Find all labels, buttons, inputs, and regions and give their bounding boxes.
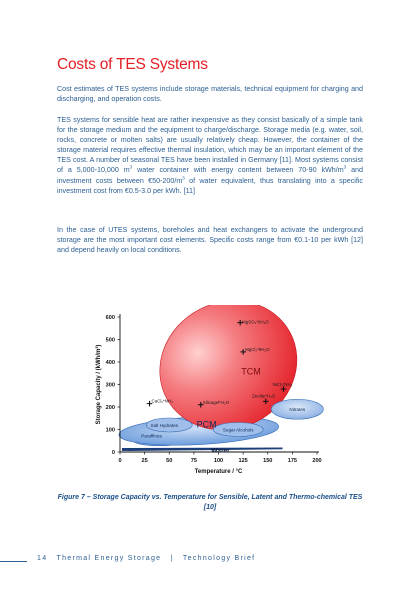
- figure-caption: Figure 7 – Storage Capacity vs. Temperat…: [57, 494, 363, 511]
- y-tick-label: 500: [106, 338, 115, 344]
- y-axis-label: Storage Capacity / (kWh/m³): [95, 345, 102, 425]
- region-label-pcm: PCM: [197, 419, 217, 429]
- data-point-label: Zeolite*H₂O: [252, 393, 276, 398]
- x-axis-label: Temperature / °C: [195, 469, 243, 475]
- region-label-water: Water: [211, 448, 230, 455]
- page-number: 14: [37, 555, 48, 562]
- paragraph-3: In the case of UTES systems, boreholes a…: [57, 226, 363, 255]
- data-point-marker: [262, 398, 269, 405]
- y-tick-label: 400: [106, 360, 115, 366]
- x-tick-label: 175: [288, 458, 297, 464]
- x-tick-label: 100: [214, 458, 223, 464]
- data-point-label: MgSO₄*6H₂O: [242, 320, 269, 325]
- material-label: Nitrates: [289, 407, 306, 412]
- data-point-label: Silicagel*H₂O: [203, 400, 230, 405]
- data-point-marker: [280, 386, 287, 392]
- data-point-marker: [237, 319, 243, 326]
- storage-capacity-chart: 0 25 50 75 100 125 150 175 200 0 100 200 300 400 500 60…: [95, 305, 324, 475]
- y-tick-label: 100: [106, 428, 115, 434]
- y-tick-label: 0: [112, 450, 115, 456]
- region-salt-hydrates: [145, 417, 193, 433]
- x-tick-label: 150: [263, 458, 272, 464]
- paragraph-1: Cost estimates of TES systems include st…: [57, 85, 363, 104]
- y-tick-label: 600: [106, 315, 115, 321]
- material-label: Sugar Alcohols: [223, 427, 254, 432]
- data-point-label: MgCl₂*6H₂O: [245, 347, 270, 352]
- x-tick-label: 0: [118, 458, 121, 464]
- footer-subtitle: Technology Brief: [182, 555, 256, 562]
- region-water: [121, 447, 283, 451]
- data-point-label: CaCl₂*NH₃: [152, 399, 174, 404]
- footer-title: Thermal Energy Storage: [56, 555, 162, 562]
- x-tick-label: 75: [191, 458, 197, 464]
- footer-separator: |: [170, 555, 174, 562]
- data-point-marker: [240, 349, 246, 355]
- x-tick-label: 25: [142, 458, 148, 464]
- material-label: Salt Hydrates: [151, 423, 179, 428]
- data-point-marker: [197, 401, 204, 408]
- page-footer: 14 Thermal Energy Storage | Technology B…: [0, 555, 420, 569]
- x-tick-label: 125: [238, 458, 247, 464]
- footer-rule: [0, 561, 27, 562]
- y-tick-label: 200: [106, 405, 115, 411]
- page-title: Costs of TES Systems: [57, 56, 208, 73]
- x-tick-label: 200: [312, 458, 321, 464]
- region-label-tcm: TCM: [241, 366, 261, 376]
- y-tick-label: 300: [106, 383, 115, 389]
- material-label: Paraffines: [141, 434, 162, 439]
- region-sugar-alcohols: [212, 422, 264, 437]
- region-tcm: [159, 305, 298, 431]
- x-tick-label: 50: [166, 458, 172, 464]
- data-point-label: NiCl₂*NH₃: [273, 382, 293, 387]
- data-point-marker: [146, 400, 153, 407]
- paragraph-2: TES systems for sensible heat are rather…: [57, 116, 364, 195]
- region-nitrates: [271, 398, 324, 420]
